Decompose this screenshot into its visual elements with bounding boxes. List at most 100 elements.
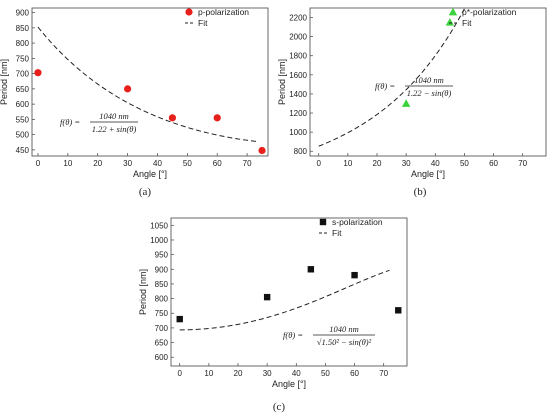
data-point	[401, 99, 411, 107]
data-point	[123, 85, 132, 93]
x-tick-label: 40	[153, 159, 162, 168]
data-point	[445, 18, 455, 26]
x-tick-label: 40	[431, 159, 440, 168]
data-point	[176, 315, 183, 323]
y-tick-label: 600	[16, 100, 30, 109]
y-tick-label: 1000	[150, 236, 168, 245]
x-tick-label: 0	[36, 159, 41, 168]
legend-label: Fit	[198, 18, 208, 28]
legend-swatch	[448, 7, 458, 16]
y-tick-label: 900	[155, 265, 169, 274]
legend-swatch	[319, 218, 327, 226]
x-axis-label: Angle [°]	[272, 379, 306, 389]
y-tick-label: 850	[155, 280, 169, 289]
panel-caption: (a)	[139, 186, 152, 198]
x-tick-label: 0	[317, 159, 322, 168]
data-point	[168, 114, 177, 122]
x-tick-label: 70	[243, 159, 252, 168]
y-tick-label: 800	[155, 295, 169, 304]
y-tick-label: 700	[16, 70, 30, 79]
x-tick-label: 10	[204, 369, 213, 378]
x-tick-label: 50	[183, 159, 192, 168]
legend-label: p*-polarization	[462, 7, 517, 17]
y-tick-label: 800	[16, 39, 30, 48]
chart-panel-1: 0 10 20 30 40 50 60 70 450 500 550 600 650 700 750 800 8…	[0, 7, 269, 198]
x-tick-label: 20	[373, 159, 382, 168]
legend-label: Fit	[462, 18, 472, 28]
y-tick-label: 700	[155, 324, 169, 333]
y-tick-label: 800	[294, 147, 308, 156]
formula-lhs: f(θ) =	[283, 330, 303, 340]
y-axis-label: Period [nm]	[138, 269, 148, 315]
y-tick-label: 600	[155, 353, 169, 362]
legend-label: s-polarization	[332, 217, 383, 227]
y-tick-label: 1050	[150, 221, 168, 230]
fit-formula: f(θ) = 1040 nm √1.50² − sin(θ)²	[283, 324, 375, 347]
y-tick-label: 1000	[289, 128, 307, 137]
formula-denominator: 1.22 + sin(θ)	[92, 124, 137, 134]
y-tick-label: 500	[16, 131, 30, 140]
y-tick-label: 1200	[289, 109, 307, 118]
plot-area	[170, 217, 408, 367]
x-tick-label: 10	[63, 159, 72, 168]
x-axis-label: Angle [°]	[411, 169, 445, 179]
data-point	[34, 69, 42, 77]
y-tick-label: 750	[16, 54, 30, 63]
data-point	[258, 146, 266, 155]
y-tick-label: 450	[16, 146, 30, 155]
legend-label: p-polarization	[198, 7, 249, 17]
panel-caption: (c)	[273, 401, 286, 413]
x-tick-label: 10	[343, 159, 352, 168]
y-tick-label: 1600	[289, 71, 307, 80]
x-tick-label: 20	[234, 369, 243, 378]
fit-line	[37, 26, 260, 143]
legend-label: Fit	[332, 228, 342, 238]
fit-formula: f(θ) = 1040 nm 1.22 − sin(θ)	[375, 75, 453, 98]
x-tick-label: 60	[213, 159, 222, 168]
x-tick-label: 70	[518, 159, 527, 168]
fit-line	[318, 8, 465, 147]
formula-numerator: 1040 nm	[99, 111, 129, 121]
x-tick-label: 50	[321, 369, 330, 378]
data-point	[307, 266, 315, 273]
x-axis-label: Angle [°]	[133, 169, 167, 179]
formula-denominator: √1.50² − sin(θ)²	[317, 337, 372, 347]
x-tick-label: 0	[178, 369, 183, 378]
formula-numerator: 1040 nm	[414, 75, 444, 85]
plot-area	[31, 7, 269, 157]
x-tick-label: 30	[402, 159, 411, 168]
x-tick-label: 60	[350, 369, 359, 378]
fit-line	[179, 269, 390, 331]
chart-panel-2: 0 10 20 30 40 50 60 70 800 1000 1200 1400 1600 1800 20…	[277, 7, 547, 198]
x-tick-label: 40	[292, 369, 301, 378]
y-tick-label: 2000	[289, 33, 307, 42]
data-point	[213, 114, 221, 122]
x-tick-label: 30	[123, 159, 132, 168]
y-tick-label: 1800	[289, 52, 307, 61]
y-tick-label: 850	[16, 24, 30, 33]
formula-numerator: 1040 nm	[329, 324, 359, 334]
y-tick-label: 650	[16, 85, 30, 94]
y-tick-label: 1400	[289, 90, 307, 99]
data-point	[263, 293, 271, 301]
plot-area	[309, 7, 547, 157]
fit-formula: f(θ) = 1040 nm 1.22 + sin(θ)	[60, 111, 138, 134]
x-tick-label: 30	[263, 369, 272, 378]
panel-caption: (b)	[414, 186, 427, 198]
x-tick-label: 70	[379, 369, 388, 378]
chart-panel-3: 0 10 20 30 40 50 60 70 600 650 700 750 800 850 900 950 1…	[138, 217, 408, 413]
y-tick-label: 750	[155, 309, 169, 318]
data-point	[395, 307, 402, 314]
y-tick-label: 950	[155, 251, 169, 260]
y-tick-label: 550	[16, 115, 30, 124]
x-tick-label: 50	[460, 159, 469, 168]
formula-lhs: f(θ) =	[375, 81, 395, 91]
y-axis-label: Period [nm]	[0, 59, 9, 105]
x-tick-label: 20	[93, 159, 102, 168]
legend-swatch	[185, 8, 193, 16]
y-tick-label: 900	[16, 9, 30, 18]
x-tick-label: 60	[489, 159, 498, 168]
y-tick-label: 650	[155, 339, 169, 348]
formula-denominator: 1.22 − sin(θ)	[407, 88, 452, 98]
